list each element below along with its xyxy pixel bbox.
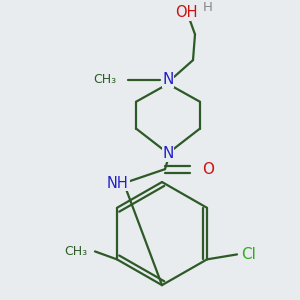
Text: H: H xyxy=(203,1,213,14)
Text: CH₃: CH₃ xyxy=(93,74,116,86)
Text: O: O xyxy=(202,162,214,177)
Text: Cl: Cl xyxy=(242,247,256,262)
Text: OH: OH xyxy=(175,5,197,20)
Text: N: N xyxy=(162,73,174,88)
Text: N: N xyxy=(162,146,174,161)
Text: CH₃: CH₃ xyxy=(64,245,87,258)
Text: NH: NH xyxy=(107,176,129,190)
